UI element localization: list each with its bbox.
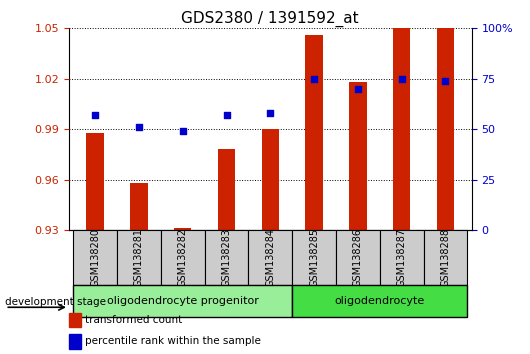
Point bbox=[310, 76, 319, 82]
Point bbox=[179, 129, 187, 134]
Bar bbox=[73, 230, 117, 285]
Bar bbox=[130, 183, 148, 230]
Bar bbox=[261, 129, 279, 230]
Bar bbox=[305, 35, 323, 230]
Bar bbox=[423, 230, 467, 285]
Bar bbox=[393, 28, 410, 230]
Text: development stage: development stage bbox=[5, 297, 107, 307]
Point bbox=[354, 86, 362, 92]
Point bbox=[135, 124, 143, 130]
Point bbox=[398, 76, 406, 82]
Text: oligodendrocyte progenitor: oligodendrocyte progenitor bbox=[107, 296, 259, 306]
Bar bbox=[218, 149, 235, 230]
Text: GSM138284: GSM138284 bbox=[266, 228, 275, 287]
Text: GSM138286: GSM138286 bbox=[353, 228, 363, 287]
Point bbox=[266, 110, 275, 116]
Text: GSM138280: GSM138280 bbox=[90, 228, 100, 287]
Text: GSM138281: GSM138281 bbox=[134, 228, 144, 287]
Bar bbox=[86, 133, 104, 230]
Bar bbox=[174, 228, 191, 230]
Bar bbox=[117, 230, 161, 285]
Bar bbox=[292, 285, 467, 317]
Bar bbox=[380, 230, 423, 285]
Text: GSM138283: GSM138283 bbox=[222, 228, 232, 287]
Text: percentile rank within the sample: percentile rank within the sample bbox=[85, 336, 261, 346]
Point bbox=[222, 112, 231, 118]
Bar bbox=[437, 28, 454, 230]
Bar bbox=[205, 230, 249, 285]
Text: oligodendrocyte: oligodendrocyte bbox=[334, 296, 425, 306]
Title: GDS2380 / 1391592_at: GDS2380 / 1391592_at bbox=[181, 11, 359, 27]
Text: GSM138285: GSM138285 bbox=[309, 228, 319, 287]
Text: GSM138287: GSM138287 bbox=[396, 228, 407, 287]
Bar bbox=[336, 230, 380, 285]
Text: GSM138288: GSM138288 bbox=[440, 228, 450, 287]
Bar bbox=[349, 82, 367, 230]
Bar bbox=[161, 230, 205, 285]
Bar bbox=[249, 230, 292, 285]
Text: GSM138282: GSM138282 bbox=[178, 228, 188, 287]
Text: transformed count: transformed count bbox=[85, 315, 182, 325]
Point bbox=[91, 112, 100, 118]
Point bbox=[441, 78, 449, 84]
Bar bbox=[73, 285, 292, 317]
Bar bbox=[292, 230, 336, 285]
